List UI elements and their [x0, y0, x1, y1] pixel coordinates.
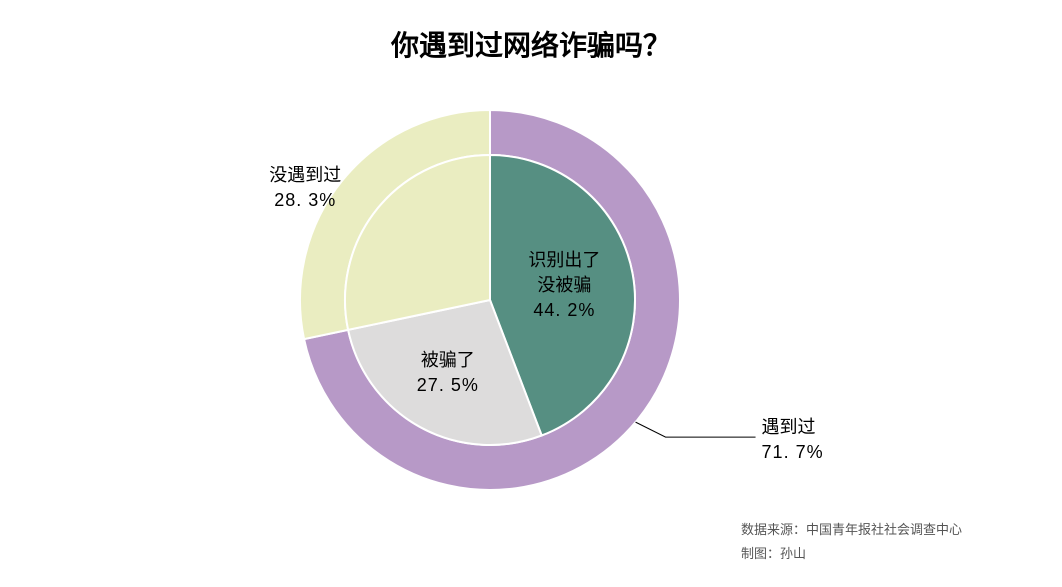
slice-name: 被骗了 — [417, 348, 479, 373]
credit-source-label: 数据来源： — [741, 522, 806, 537]
pie-chart: 识别出了 没被骗 44. 2% 被骗了 27. 5% 没遇到过 28. 3% 遇… — [0, 0, 1062, 587]
ring-name: 遇到过 — [762, 415, 824, 440]
slice-name-line2: 没被骗 — [528, 273, 600, 298]
credit-source-value: 中国青年报社社会调查中心 — [806, 522, 962, 537]
credits: 数据来源：中国青年报社社会调查中心 制图：孙山 — [741, 518, 962, 567]
credit-source: 数据来源：中国青年报社社会调查中心 — [741, 518, 962, 543]
slice-label-cheated: 被骗了 27. 5% — [417, 348, 479, 398]
slice-name: 没遇到过 — [269, 163, 341, 188]
slice-label-not-encountered: 没遇到过 28. 3% — [269, 163, 341, 213]
slice-pct: 27. 5% — [417, 373, 479, 398]
credit-author: 制图：孙山 — [741, 542, 962, 567]
credit-author-value: 孙山 — [780, 546, 806, 561]
slice-pct: 44. 2% — [528, 298, 600, 323]
slice-name: 识别出了 — [528, 248, 600, 273]
slice-label-identified: 识别出了 没被骗 44. 2% — [528, 248, 600, 324]
credit-author-label: 制图： — [741, 546, 780, 561]
slice-pct: 28. 3% — [269, 188, 341, 213]
ring-label-encountered: 遇到过 71. 7% — [762, 415, 824, 465]
ring-pct: 71. 7% — [762, 440, 824, 465]
